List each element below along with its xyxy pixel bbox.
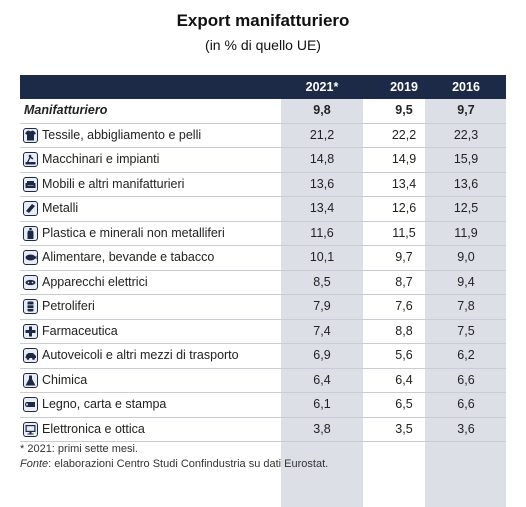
sofa-icon xyxy=(23,176,38,192)
cell-2021: 3,8 xyxy=(313,421,331,436)
flask-icon xyxy=(23,372,38,388)
table-row: Alimentare, bevande e tabacco 10,1 9,7 9… xyxy=(20,246,506,271)
monitor-icon xyxy=(23,421,38,437)
source-note: Fonte: elaborazioni Centro Studi Confind… xyxy=(20,458,328,470)
table-header: 2021* 2019 2016 xyxy=(20,75,506,99)
shirt-icon xyxy=(23,127,38,143)
row-label: Petroliferi xyxy=(42,299,95,313)
row-label: Farmaceutica xyxy=(42,323,118,338)
log-icon xyxy=(23,397,38,412)
cell-2021: 13,4 xyxy=(309,201,335,215)
machinery-icon xyxy=(23,152,38,167)
cell-2016: 9,7 xyxy=(457,103,475,117)
cell-2021: 6,9 xyxy=(313,348,331,362)
cell-2019: 6,5 xyxy=(395,397,413,411)
plug-icon xyxy=(23,274,38,290)
table-row: Metalli 13,4 12,6 12,5 xyxy=(20,197,506,222)
metal-bar-icon xyxy=(23,201,38,216)
medical-cross-icon xyxy=(23,323,38,339)
column-shade-2016 xyxy=(425,99,506,507)
row-label: Manifatturiero xyxy=(24,103,108,117)
cell-2016: 13,6 xyxy=(453,176,479,191)
row-label: Mobili e altri manifatturieri xyxy=(42,176,185,191)
footnote: * 2021: primi sette mesi. xyxy=(20,443,138,455)
cell-2019: 11,5 xyxy=(392,225,416,240)
cell-2019: 5,6 xyxy=(395,348,413,362)
cell-2021: 8,5 xyxy=(313,274,331,289)
cell-2019: 3,5 xyxy=(395,421,413,436)
table-row-total: Manifatturiero 9,8 9,5 9,7 xyxy=(20,99,506,124)
cell-2021: 11,6 xyxy=(310,225,334,240)
table-row: Petroliferi 7,9 7,6 7,8 xyxy=(20,295,506,320)
cell-2016: 7,8 xyxy=(457,299,475,313)
cell-2019: 9,7 xyxy=(395,250,413,264)
cell-2016: 12,5 xyxy=(453,201,479,215)
cell-2016: 6,6 xyxy=(457,397,475,411)
row-label: Autoveicoli e altri mezzi di trasporto xyxy=(42,348,239,362)
source-text: : elaborazioni Centro Studi Confindustri… xyxy=(48,458,329,470)
row-label: Apparecchi elettrici xyxy=(42,274,148,289)
row-label: Elettronica e ottica xyxy=(42,421,145,436)
column-header-2021: 2021* xyxy=(305,80,339,94)
cell-2016: 6,6 xyxy=(457,372,475,387)
cell-2016: 6,2 xyxy=(457,348,475,362)
cell-2021: 7,4 xyxy=(313,323,331,338)
export-table: 2021* 2019 2016 Manifatturiero 9,8 9,5 9… xyxy=(20,75,506,507)
barrel-icon xyxy=(23,299,38,314)
table-row: Mobili e altri manifatturieri 13,6 13,4 … xyxy=(20,173,506,197)
table-row: Tessile, abbigliamento e pelli 21,2 22,2… xyxy=(20,124,506,148)
cell-2021: 21,2 xyxy=(309,127,335,142)
cell-2019: 22,2 xyxy=(391,127,417,142)
row-label: Legno, carta e stampa xyxy=(42,397,167,411)
row-label: Plastica e minerali non metalliferi xyxy=(42,225,225,240)
page-title: Export manifatturiero xyxy=(176,11,350,30)
column-shade-2021 xyxy=(281,99,363,507)
cell-2021: 6,4 xyxy=(313,372,331,387)
table-row: Farmaceutica 7,4 8,8 7,5 xyxy=(20,320,506,344)
row-label: Metalli xyxy=(42,201,79,215)
table-row: Apparecchi elettrici 8,5 8,7 9,4 xyxy=(20,271,506,295)
cell-2016: 15,9 xyxy=(453,152,479,166)
cell-2021: 10,1 xyxy=(309,250,335,264)
table-row: Macchinari e impianti 14,8 14,9 15,9 xyxy=(20,148,506,173)
table-row: Autoveicoli e altri mezzi di trasporto 6… xyxy=(20,344,506,369)
table-row: Elettronica e ottica 3,8 3,5 3,6 xyxy=(20,418,506,442)
cell-2021: 13,6 xyxy=(309,176,335,191)
cell-2019: 7,6 xyxy=(395,299,413,313)
row-label: Alimentare, bevande e tabacco xyxy=(42,250,215,264)
cell-2021: 7,9 xyxy=(313,299,331,313)
table-row: Legno, carta e stampa 6,1 6,5 6,6 xyxy=(20,393,506,418)
column-header-2016: 2016 xyxy=(452,80,480,94)
cell-2016: 22,3 xyxy=(453,127,479,142)
row-label: Tessile, abbigliamento e pelli xyxy=(42,127,202,142)
cell-2021: 14,8 xyxy=(309,152,335,166)
cell-2021: 9,8 xyxy=(313,103,331,117)
cell-2019: 8,7 xyxy=(395,274,413,289)
cell-2021: 6,1 xyxy=(313,397,331,411)
cell-2019: 6,4 xyxy=(395,372,413,387)
source-prefix: Fonte xyxy=(20,458,49,470)
cell-2019: 13,4 xyxy=(391,176,417,191)
cell-2019: 14,9 xyxy=(391,152,417,166)
food-icon xyxy=(23,250,38,265)
cell-2016: 9,4 xyxy=(457,274,475,289)
cell-2019: 8,8 xyxy=(395,323,413,338)
cell-2019: 9,5 xyxy=(395,103,413,117)
cell-2016: 7,5 xyxy=(457,323,475,338)
table-row: Plastica e minerali non metalliferi 11,6… xyxy=(20,222,506,246)
row-label: Macchinari e impianti xyxy=(42,152,160,166)
row-label: Chimica xyxy=(42,372,88,387)
bottle-icon xyxy=(23,225,38,241)
table-row: Chimica 6,4 6,4 6,6 xyxy=(20,369,506,393)
page-subtitle: (in % di quello UE) xyxy=(205,37,321,53)
cell-2016: 11,9 xyxy=(454,225,478,240)
cell-2016: 9,0 xyxy=(457,250,475,264)
cell-2019: 12,6 xyxy=(391,201,417,215)
column-header-2019: 2019 xyxy=(390,80,418,94)
car-icon xyxy=(23,348,38,363)
cell-2016: 3,6 xyxy=(457,421,475,436)
